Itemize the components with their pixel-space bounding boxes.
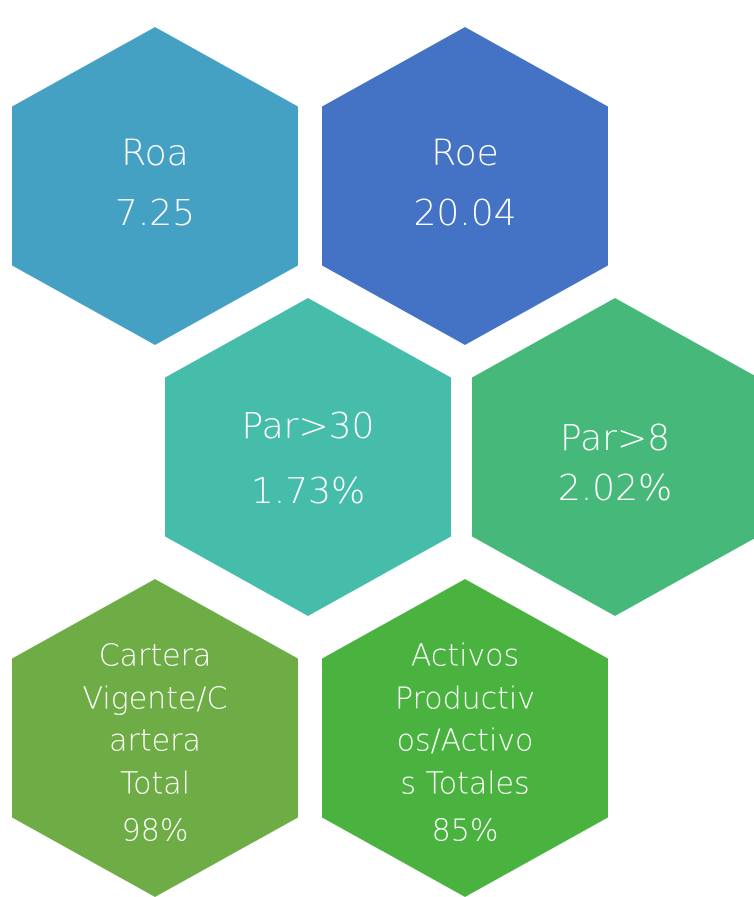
hexagon-shape <box>12 579 298 897</box>
hexagon-label: Vigente/C <box>83 682 228 717</box>
hexagon-label: Roe <box>431 133 499 174</box>
hexagon-shape <box>472 298 754 616</box>
hexagon-label: Activos <box>411 639 519 674</box>
hexagon-value: 2.02% <box>558 468 672 509</box>
hexagon-label: Cartera <box>99 639 212 674</box>
hexagon-value: 7.25 <box>115 193 195 234</box>
hexagon-label: Productiv <box>395 682 535 717</box>
hexagon-label: artera <box>109 724 201 759</box>
hexagon: Cartera Vigente/C artera Total 98% <box>12 579 298 897</box>
hexagon-shape <box>322 579 608 897</box>
hexagon: Activos Productiv os/Activo s Totales 85% <box>322 579 608 897</box>
hexagon-label: Par>30 <box>242 406 375 447</box>
hexagon-label: Roa <box>121 133 188 174</box>
hexagon-value: 20.04 <box>413 193 516 234</box>
hexagon-label: Par>8 <box>560 418 670 459</box>
hexagon-value: 1.73% <box>251 471 365 512</box>
hexagon-label: Total <box>120 767 190 802</box>
hexagon-value: 98% <box>122 814 189 849</box>
hexagon: Roa 7.25 <box>12 27 298 345</box>
hexagon-shape <box>12 27 298 345</box>
hexagon-shape <box>322 27 608 345</box>
hexagon-shape <box>165 298 451 616</box>
hexagon-value: 85% <box>432 814 499 849</box>
hexagon: Par>30 1.73% <box>165 298 451 616</box>
hexagon-label: s Totales <box>400 767 529 802</box>
hexagon: Par>8 2.02% <box>472 298 754 616</box>
hexagon-label: os/Activo <box>397 724 534 759</box>
hexagon: Roe 20.04 <box>322 27 608 345</box>
